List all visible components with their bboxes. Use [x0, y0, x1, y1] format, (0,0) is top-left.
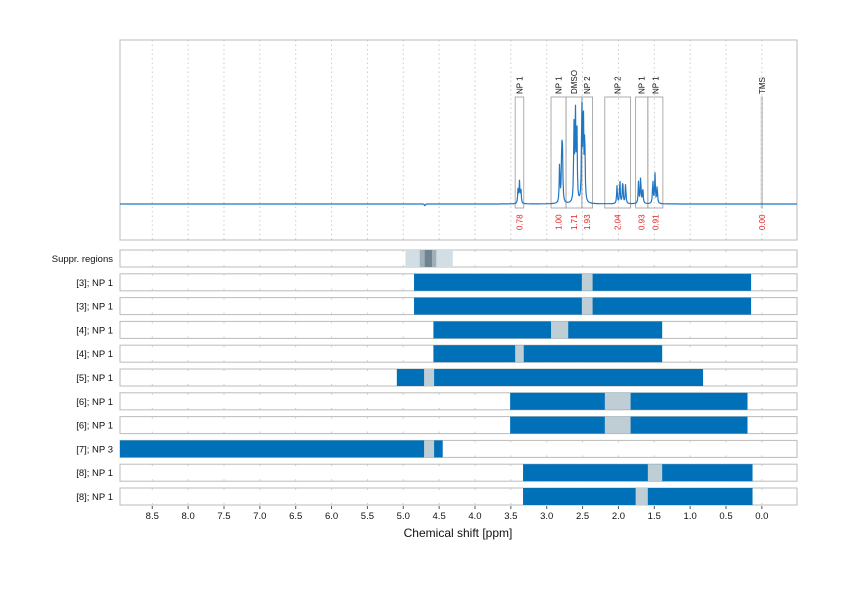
x-tick-label: 6.0	[325, 511, 338, 522]
x-tick-label: 7.5	[217, 511, 230, 522]
annotation-label: DMSO	[570, 70, 579, 94]
annotation-label: NP 1	[555, 76, 564, 94]
x-tick-label: 2.5	[576, 511, 589, 522]
x-tick-label: 7.0	[253, 511, 266, 522]
x-tick-label: 4.5	[433, 511, 446, 522]
region-gap	[635, 488, 648, 505]
spectrum-panel	[119, 39, 798, 241]
row-label: [4]; NP 1	[76, 349, 113, 360]
region-gap	[604, 416, 631, 434]
suppressed-region-core	[424, 250, 432, 267]
x-axis-label: Chemical shift [ppm]	[404, 526, 513, 540]
annotation-label: NP 2	[583, 76, 592, 94]
x-tick-label: 5.5	[361, 511, 374, 522]
x-tick-label: 2.0	[612, 511, 625, 522]
row-label: [4]; NP 1	[76, 325, 113, 336]
region-rows: Suppr. regions [3]; NP 1 [3]; NP 1 [4]; NP …	[52, 249, 798, 506]
row-label: [5]; NP 1	[76, 373, 113, 384]
annotation-box	[514, 96, 525, 209]
annotation-label: NP 1	[515, 76, 524, 94]
annotation-box	[647, 96, 664, 209]
region-gap	[581, 297, 593, 315]
integral-value: 1.00	[555, 214, 564, 230]
x-tick-label: 4.0	[468, 511, 481, 522]
integral-value: 0.00	[758, 214, 767, 230]
row-label: [7]; NP 3	[76, 444, 113, 455]
x-tick-label: 8.5	[146, 511, 159, 522]
x-tick-label: 0.0	[755, 511, 768, 522]
grid-lines	[151, 40, 763, 240]
annotation-label: NP 1	[651, 76, 660, 94]
integral-value: 1.93	[583, 214, 592, 230]
integral-value: 0.78	[515, 214, 524, 230]
annotation-label: TMS	[758, 77, 767, 94]
region-bar	[396, 369, 704, 386]
x-axis: 8.5 8.0 7.5 7.0 6.5 6.0 5.5 5.0 4.5 4.0 3.5 3.0 2.5 2…	[146, 506, 768, 522]
region-gap	[551, 321, 569, 339]
x-tick-label: 1.5	[648, 511, 661, 522]
x-tick-label: 5.0	[397, 511, 410, 522]
x-tick-label: 8.0	[182, 511, 195, 522]
annotation-box	[760, 96, 763, 209]
row-label: [8]; NP 1	[76, 492, 113, 503]
annotation-label: NP 2	[614, 76, 623, 94]
region-gap	[515, 345, 524, 363]
annotation-label: NP 1	[638, 76, 647, 94]
row-label: [6]; NP 1	[76, 397, 113, 408]
x-tick-label: 1.0	[684, 511, 697, 522]
region-gap	[424, 369, 435, 386]
integral-value: 2.04	[614, 214, 623, 230]
region-bar	[433, 345, 663, 363]
row-label: Suppr. regions	[52, 254, 114, 265]
region-gap	[604, 392, 631, 410]
x-tick-label: 0.5	[719, 511, 732, 522]
row-label: [6]; NP 1	[76, 421, 113, 432]
region-bar	[433, 321, 663, 339]
annotation-boxes: NP 1 0.78 NP 1 1.00 DMSO 1.71 NP 2 1.93 NP 2 2.04…	[514, 70, 767, 230]
row-frame	[119, 249, 798, 268]
x-tick-label: 3.5	[504, 511, 517, 522]
integral-value: 0.91	[651, 214, 660, 230]
region-bar	[120, 440, 443, 458]
x-tick-label: 3.0	[540, 511, 553, 522]
region-bar	[523, 464, 753, 482]
spectrum-line	[120, 101, 797, 207]
annotation-box	[604, 96, 632, 209]
integral-value: 1.71	[570, 214, 579, 230]
row-label: [8]; NP 1	[76, 468, 113, 479]
region-gap	[424, 440, 435, 458]
x-tick-label: 6.5	[289, 511, 302, 522]
region-gap	[647, 464, 663, 482]
region-gap	[581, 273, 593, 291]
row-label: [3]; NP 1	[76, 302, 113, 313]
integral-value: 0.93	[638, 214, 647, 230]
row-label: [3]; NP 1	[76, 278, 113, 289]
